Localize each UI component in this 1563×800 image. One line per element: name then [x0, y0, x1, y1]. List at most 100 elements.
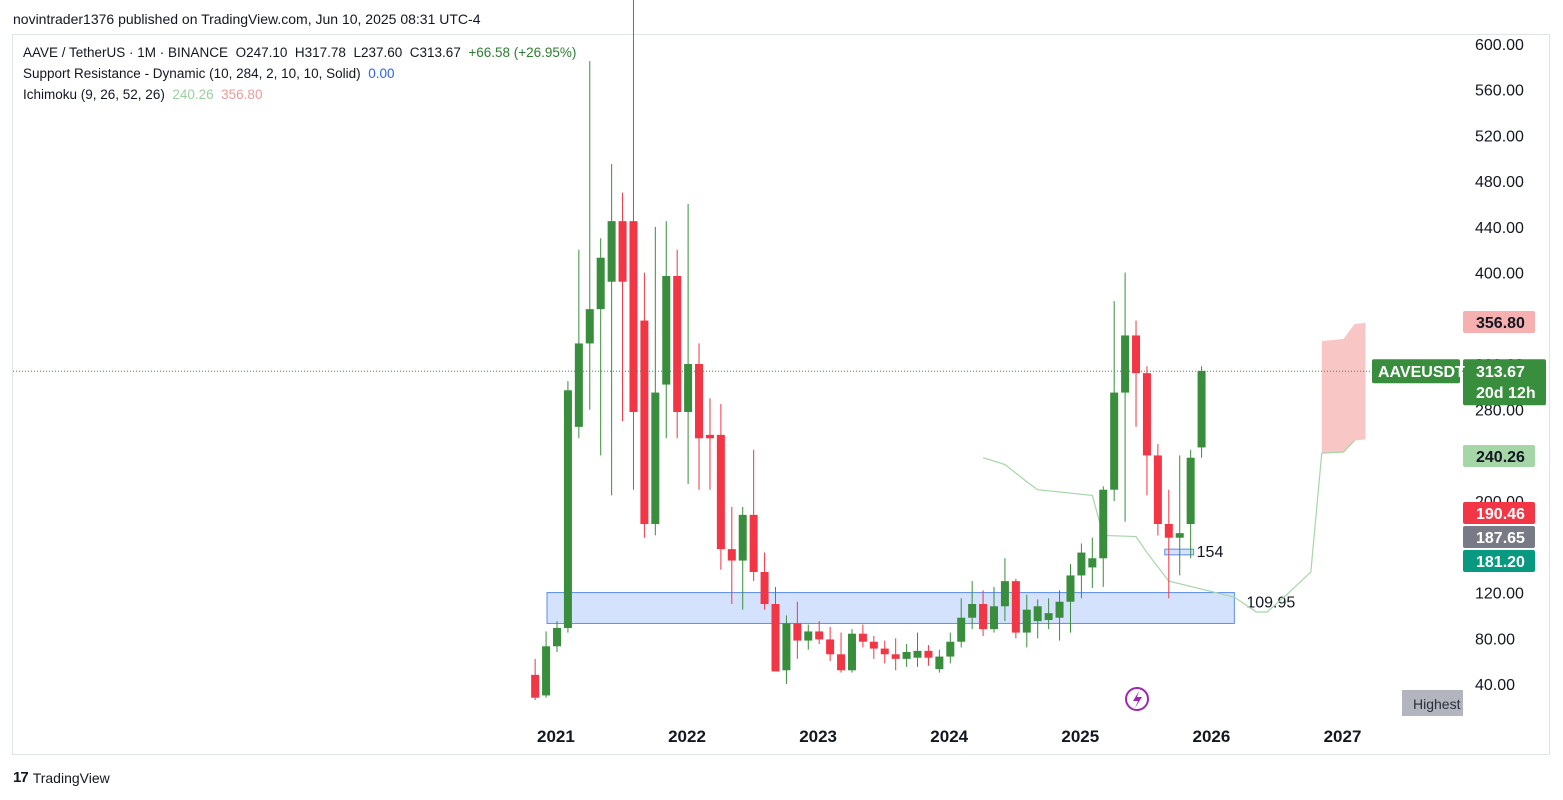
- last-price-countdown: 20d 12h: [1476, 385, 1536, 402]
- candle-2022-06[interactable]: [738, 506, 747, 610]
- candle-2025-11[interactable]: [1186, 449, 1195, 559]
- support-zone-1[interactable]: [546, 592, 1235, 624]
- candle-2021-10[interactable]: [651, 226, 660, 536]
- candle-2023-05[interactable]: [858, 624, 867, 648]
- candle-2025-10[interactable]: [1175, 455, 1184, 576]
- candle-2024-04[interactable]: [979, 590, 988, 636]
- candle-2022-09[interactable]: [771, 586, 780, 672]
- candle-2024-05[interactable]: [990, 586, 998, 633]
- candle-2023-12[interactable]: [935, 649, 944, 673]
- candle-2023-02[interactable]: [826, 626, 835, 662]
- candle-2021-02[interactable]: [563, 381, 572, 633]
- candle-2025-06[interactable]: [1132, 320, 1141, 427]
- candle-2025-01[interactable]: [1077, 543, 1086, 599]
- candle-2024-10[interactable]: [1044, 598, 1053, 630]
- candle-2023-11[interactable]: [924, 645, 933, 666]
- candle-2022-04[interactable]: [716, 404, 725, 570]
- candle-2022-07[interactable]: [749, 449, 758, 582]
- candle-2025-04[interactable]: [1110, 301, 1119, 502]
- candle-2024-12[interactable]: [1066, 564, 1075, 633]
- candle-body: [1099, 489, 1108, 559]
- footer-brand[interactable]: 17 TradingView: [13, 769, 110, 786]
- candle-2022-11[interactable]: [793, 601, 802, 659]
- candle-2023-10[interactable]: [913, 632, 922, 667]
- candle-2025-03[interactable]: [1099, 486, 1108, 587]
- candle-2025-09[interactable]: [1164, 489, 1173, 599]
- legend-ichi-value-2: 356.80: [221, 87, 263, 102]
- price-label-356.80[interactable]: [1463, 311, 1535, 333]
- candle-2020-12[interactable]: [542, 631, 551, 698]
- candle-2025-08[interactable]: [1153, 444, 1162, 536]
- candle-2021-06[interactable]: [607, 164, 616, 496]
- candle-2024-01[interactable]: [946, 632, 955, 664]
- candle-body: [1066, 575, 1075, 602]
- last-price-label[interactable]: [1463, 359, 1546, 406]
- y-tick-label: 600.00: [1475, 37, 1524, 54]
- candle-2023-01[interactable]: [815, 621, 824, 644]
- candle-2021-08[interactable]: [629, 0, 638, 490]
- candle-body: [1011, 581, 1020, 633]
- candle-2023-08[interactable]: [891, 638, 900, 671]
- price-label-181.20[interactable]: [1463, 550, 1535, 572]
- legend-ichimoku[interactable]: Ichimoku (9, 26, 52, 26) 240.26 356.80: [23, 87, 262, 102]
- candle-2024-08[interactable]: [1022, 594, 1031, 648]
- candle-2022-12[interactable]: [804, 624, 813, 650]
- candle-2022-01[interactable]: [684, 204, 693, 484]
- price-label-190.46[interactable]: [1463, 502, 1535, 524]
- candle-2024-03[interactable]: [968, 581, 977, 630]
- candle-2024-02[interactable]: [957, 598, 966, 648]
- y-tick-label: 440.00: [1475, 220, 1524, 237]
- candle-2025-02[interactable]: [1088, 537, 1097, 588]
- candle-2021-04[interactable]: [585, 61, 594, 410]
- x-tick-label: 2024: [930, 727, 968, 746]
- candle-2022-05[interactable]: [727, 506, 736, 604]
- legend-support-resistance[interactable]: Support Resistance - Dynamic (10, 284, 2…: [23, 66, 394, 81]
- candle-2022-02[interactable]: [695, 343, 704, 490]
- last-price-value: 313.67: [1476, 364, 1525, 381]
- highest-badge[interactable]: [1402, 690, 1463, 716]
- candle-2021-07[interactable]: [618, 192, 627, 422]
- candle-2025-12[interactable]: [1197, 366, 1206, 458]
- candle-body: [957, 617, 966, 642]
- price-label-187.65[interactable]: [1463, 526, 1535, 548]
- candle-2021-11[interactable]: [662, 221, 671, 439]
- lightning-event-icon[interactable]: [1125, 687, 1149, 711]
- candle-2021-01[interactable]: [553, 621, 561, 652]
- candle-2022-08[interactable]: [760, 552, 769, 610]
- candle-body: [585, 309, 594, 344]
- candle-2023-09[interactable]: [902, 644, 911, 667]
- candle-body: [891, 654, 900, 659]
- candle-2021-05[interactable]: [596, 238, 605, 456]
- candle-body: [858, 633, 867, 642]
- candle-2024-06[interactable]: [1000, 558, 1009, 622]
- legend-symbol[interactable]: AAVE / TetherUS · 1M · BINANCE: [23, 45, 229, 60]
- candle-2023-03[interactable]: [837, 632, 846, 673]
- candle-2022-10[interactable]: [782, 615, 791, 684]
- candle-2022-03[interactable]: [705, 398, 714, 490]
- legend-ichi-name: Ichimoku (9, 26, 52, 26): [23, 87, 165, 102]
- candle-body: [727, 549, 736, 561]
- candle-body: [837, 654, 846, 671]
- candle-2021-09[interactable]: [640, 272, 649, 538]
- candle-2025-05[interactable]: [1121, 272, 1130, 522]
- candle-body: [640, 320, 649, 524]
- candle-body: [771, 604, 780, 672]
- candle-body: [596, 257, 605, 310]
- candle-2024-11[interactable]: [1055, 590, 1064, 641]
- symbol-tag[interactable]: [1372, 359, 1460, 384]
- price-label-240.26[interactable]: [1463, 445, 1535, 467]
- candle-2023-04[interactable]: [847, 629, 856, 673]
- candle-body: [1121, 335, 1130, 393]
- candle-2021-12[interactable]: [673, 249, 682, 439]
- candle-2021-03[interactable]: [574, 249, 583, 439]
- candle-body: [1000, 581, 1009, 607]
- candle-2023-07[interactable]: [880, 640, 889, 664]
- candle-body: [662, 276, 671, 385]
- candle-2024-09[interactable]: [1033, 599, 1042, 639]
- candle-2024-07[interactable]: [1011, 578, 1020, 639]
- legend-close: C313.67: [409, 45, 461, 60]
- candle-2023-06[interactable]: [869, 636, 878, 659]
- candle-2025-07[interactable]: [1142, 366, 1151, 496]
- candle-2020-11[interactable]: [531, 658, 540, 700]
